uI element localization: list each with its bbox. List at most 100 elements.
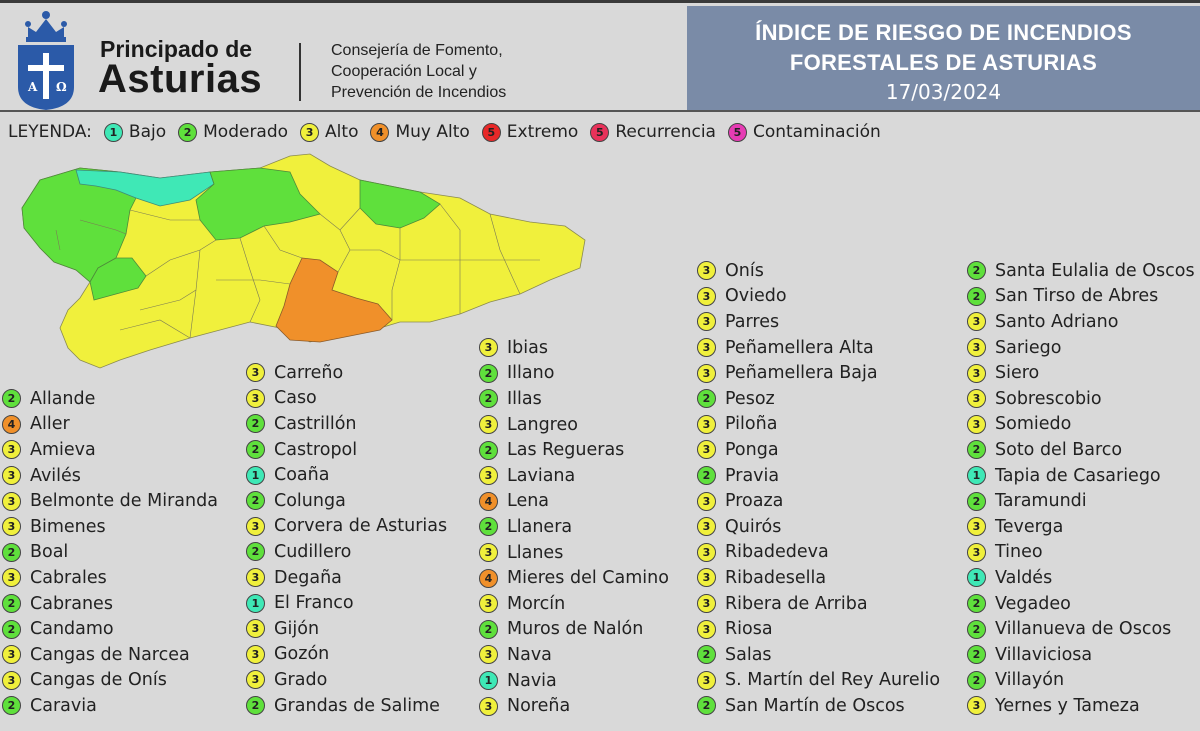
risk-level-badge: 3 — [246, 670, 265, 690]
risk-level-badge: 3 — [697, 568, 716, 588]
municipality-name: Cabrales — [30, 567, 107, 588]
risk-level-badge: 2 — [479, 517, 498, 537]
municipality-name: Salas — [725, 644, 772, 665]
asturias-coat-of-arms-icon: A Ω — [18, 11, 74, 110]
municipality-column-2: 3 Carreño 3 Caso 2 Castrillón 2 Castropol 1 Coaña… — [246, 360, 447, 718]
municipality-name: Parres — [725, 311, 780, 332]
municipality-row: 3 Ponga — [697, 437, 940, 463]
risk-level-badge: 3 — [2, 568, 21, 588]
municipality-row: 2 Illas — [479, 386, 669, 412]
municipality-row: 3 Laviana — [479, 463, 669, 489]
legend-badge: 5 — [590, 122, 610, 142]
municipality-name: S. Martín del Rey Aurelio — [725, 670, 941, 691]
risk-level-badge: 3 — [697, 286, 716, 306]
municipal-borders — [55, 203, 540, 339]
municipality-name: Soto del Barco — [995, 439, 1123, 460]
brand-line1: Principado de — [100, 36, 253, 62]
risk-level-badge: 3 — [2, 440, 21, 460]
municipality-row: 3 Avilés — [2, 463, 218, 489]
municipality-name: Noreña — [507, 696, 571, 717]
municipality-row: 3 Peñamellera Baja — [697, 360, 940, 386]
legend-label: Contaminación — [752, 122, 881, 142]
risk-level-badge: 3 — [967, 338, 986, 358]
municipality-name: Morcín — [507, 593, 566, 614]
svg-text:A: A — [27, 80, 38, 94]
legend-item: 5 Recurrencia — [590, 122, 716, 142]
municipality-row: 3 Riosa — [697, 616, 940, 642]
legend-item: 4 Muy Alto — [370, 122, 470, 142]
map-region-bajo — [75, 169, 215, 207]
municipality-name: Cudillero — [274, 541, 352, 562]
risk-level-badge: 3 — [967, 517, 986, 537]
risk-level-badge: 2 — [479, 389, 498, 409]
municipality-row: 3 Ibias — [479, 335, 669, 361]
municipality-name: Grandas de Salime — [274, 695, 440, 716]
municipality-name: Degaña — [274, 567, 342, 588]
municipality-name: Ponga — [725, 439, 779, 460]
municipality-row: 2 Cudillero — [246, 539, 447, 565]
municipality-row: 3 Onís — [697, 258, 940, 284]
municipality-row: 3 Sariego — [967, 335, 1195, 361]
map-region-moderado-sw — [89, 257, 147, 301]
risk-level-badge: 2 — [967, 491, 986, 511]
municipality-name: Coaña — [274, 465, 330, 486]
risk-level-badge: 3 — [967, 542, 986, 562]
map-region-moderado-east — [359, 179, 441, 229]
risk-level-badge: 3 — [479, 594, 498, 614]
municipality-name: Illano — [507, 363, 555, 384]
risk-level-badge: 3 — [967, 696, 986, 716]
municipality-row: 3 Peñamellera Alta — [697, 335, 940, 361]
municipality-name: Ibias — [507, 337, 548, 358]
municipality-row: 3 Cabrales — [2, 565, 218, 591]
legend-badge: 3 — [300, 122, 320, 142]
municipality-name: Ribera de Arriba — [725, 593, 868, 614]
municipality-row: 2 Las Regueras — [479, 437, 669, 463]
legend-title: LEYENDA: — [8, 122, 92, 142]
municipality-name: Santo Adriano — [995, 311, 1119, 332]
municipality-name: Peñamellera Alta — [725, 337, 874, 358]
municipality-name: Peñamellera Baja — [725, 363, 878, 384]
legend-label: Recurrencia — [615, 122, 716, 142]
risk-level-badge: 3 — [479, 338, 498, 358]
risk-level-badge: 3 — [697, 261, 716, 281]
risk-level-badge: 3 — [2, 466, 21, 486]
municipality-name: Sobrescobio — [995, 388, 1102, 409]
legend-label: Moderado — [203, 122, 289, 142]
municipality-row: 2 Pesoz — [697, 386, 940, 412]
municipality-row: 3 Ribadesella — [697, 565, 940, 591]
municipality-name: Gijón — [274, 618, 320, 639]
municipality-name: Llanera — [507, 516, 573, 537]
municipality-name: Valdés — [995, 567, 1053, 588]
municipality-name: Teverga — [995, 516, 1064, 537]
municipality-row: 2 Villayón — [967, 668, 1195, 694]
title: ÍNDICE DE RIESGO DE INCENDIOS FORESTALES… — [687, 18, 1200, 78]
municipality-name: Colunga — [274, 490, 346, 511]
municipality-name: Caravia — [30, 695, 97, 716]
municipality-name: Pesoz — [725, 388, 775, 409]
risk-level-badge: 2 — [246, 491, 265, 511]
municipality-name: Langreo — [507, 414, 578, 435]
municipality-row: 3 Cangas de Onís — [2, 668, 218, 694]
municipality-row: 2 Santa Eulalia de Oscos — [967, 258, 1195, 284]
municipality-row: 3 Morcín — [479, 591, 669, 617]
municipality-name: Nava — [507, 644, 552, 665]
municipality-name: Quirós — [725, 516, 782, 537]
risk-level-badge: 2 — [246, 414, 265, 434]
legend-label: Alto — [325, 122, 359, 142]
risk-level-badge: 3 — [697, 491, 716, 511]
municipality-row: 3 Oviedo — [697, 284, 940, 310]
municipality-row: 2 Castropol — [246, 437, 447, 463]
municipality-column-1: 2 Allande 4 Aller 3 Amieva 3 Avilés 3 Belmonte de… — [2, 386, 218, 719]
municipality-row: 3 Bimenes — [2, 514, 218, 540]
municipality-row: 3 Gozón — [246, 642, 447, 668]
municipality-name: Caso — [274, 388, 317, 409]
municipality-row: 1 El Franco — [246, 590, 447, 616]
municipality-row: 2 Caravia — [2, 693, 218, 719]
risk-level-badge: 2 — [967, 645, 986, 665]
risk-level-badge: 3 — [967, 414, 986, 434]
municipality-name: Santa Eulalia de Oscos — [995, 260, 1195, 281]
municipality-name: Avilés — [30, 465, 81, 486]
municipality-name: Somiedo — [995, 414, 1072, 435]
risk-level-badge: 3 — [246, 644, 265, 664]
municipality-row: 3 Gijón — [246, 616, 447, 642]
